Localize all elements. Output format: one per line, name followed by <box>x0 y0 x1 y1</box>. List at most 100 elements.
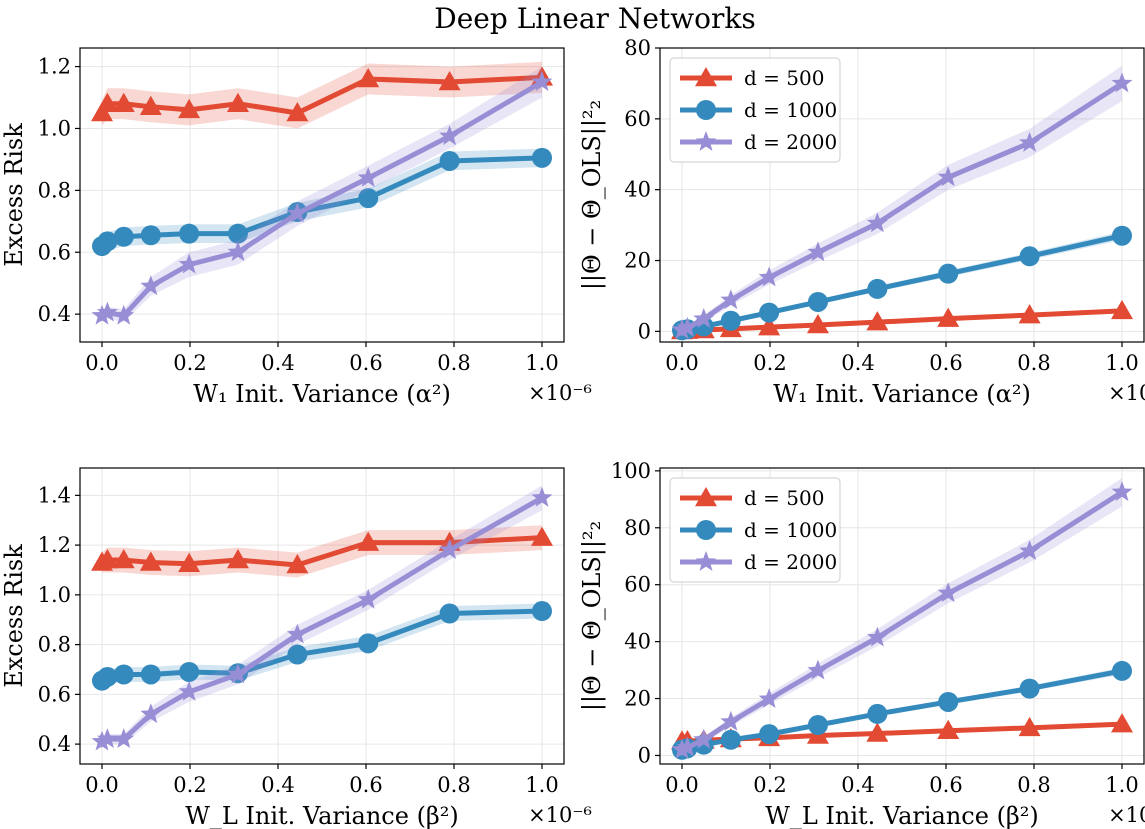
circle-marker <box>179 661 200 682</box>
circle-marker <box>140 664 161 685</box>
panel-top-left: 0.0 0.2 0.4 0.6 0.8 1.0 0.4 0.6 0.8 1.0 1.2 ×10⁻⁶ W₁… <box>0 47 592 408</box>
series-group <box>671 65 1133 341</box>
circle-marker <box>1112 225 1132 246</box>
plot-frame <box>79 47 565 343</box>
y-tick-label: 100 <box>611 459 651 483</box>
figure-title: Deep Linear Networks <box>434 2 755 35</box>
star-marker <box>113 304 135 325</box>
legend-label: d = 500 <box>744 486 824 510</box>
triangle-marker <box>695 487 717 507</box>
triangle-marker <box>357 67 380 88</box>
star-marker <box>91 304 113 325</box>
star-marker <box>720 289 742 310</box>
series-line <box>681 81 1124 333</box>
x-tick-label: 0.8 <box>437 351 470 375</box>
star-marker <box>937 582 959 603</box>
circle-marker <box>97 231 118 252</box>
y-tick-label: 80 <box>624 516 651 540</box>
y-tick-label: 0.6 <box>38 682 71 706</box>
triangle-marker <box>758 316 781 336</box>
series-group <box>671 477 1133 760</box>
circle-marker <box>1019 678 1040 699</box>
x-tick-label: 0.4 <box>841 351 874 375</box>
star-marker <box>178 253 200 274</box>
y-tick-label: 1.0 <box>38 583 71 607</box>
y-tick-label: 20 <box>624 687 651 711</box>
triangle-marker <box>96 92 119 112</box>
x-tick-label: 0.8 <box>437 773 470 797</box>
confidence-band <box>102 61 542 129</box>
circle-marker <box>1019 246 1040 267</box>
star-marker <box>531 71 553 91</box>
circle-marker <box>532 147 552 168</box>
x-axis-label: W_L Init. Variance (β²) <box>765 802 1039 829</box>
y-tick-label: 1.0 <box>38 116 71 140</box>
triangle-marker <box>286 554 309 574</box>
plot-frame <box>659 467 1145 765</box>
star-marker <box>227 241 249 262</box>
triangle-marker <box>286 101 309 122</box>
y-axis-label: Excess Risk <box>0 544 28 688</box>
circle-marker <box>439 603 460 624</box>
x-tick-label: 0.0 <box>665 351 698 375</box>
panel-top-right: 0.0 0.2 0.4 0.6 0.8 1.0 0 20 40 60 80 ×10⁻⁶ W₁ Init.… <box>578 36 1145 408</box>
triangle-marker <box>112 92 135 112</box>
circle-marker <box>807 715 828 736</box>
y-tick-label: 20 <box>624 249 651 273</box>
triangle-marker <box>226 92 249 112</box>
circle-marker <box>720 729 741 750</box>
x-tick-label: 0.4 <box>261 351 294 375</box>
confidence-band <box>682 477 1122 752</box>
triangle-marker <box>1111 299 1133 320</box>
triangle-marker <box>806 313 829 334</box>
series-group <box>91 61 553 325</box>
star-marker <box>91 730 113 751</box>
circle-marker <box>1112 660 1132 681</box>
series-line <box>100 79 544 319</box>
confidence-band <box>102 603 542 687</box>
star-marker <box>439 125 461 146</box>
star-marker <box>140 275 162 296</box>
panel-bottom-right: 0.0 0.2 0.4 0.6 0.8 1.0 0 20 40 60 80 100 ×10⁻⁶ W_L I… <box>578 459 1145 829</box>
y-tick-label: 60 <box>624 573 651 597</box>
circle-marker <box>179 223 200 244</box>
series-line <box>681 490 1124 753</box>
panel-bottom-left: 0.0 0.2 0.4 0.6 0.8 1.0 0.4 0.6 0.8 1.0 1.2 1.4 ×10⁻… <box>0 467 592 829</box>
circle-marker <box>720 310 741 331</box>
circle-marker <box>358 633 379 654</box>
circle-marker <box>867 703 888 724</box>
star-marker <box>695 551 717 571</box>
y-tick-label: 40 <box>624 178 651 202</box>
x-multiplier: ×10⁻⁶ <box>528 803 592 827</box>
triangle-marker <box>1018 716 1041 737</box>
series-line <box>681 308 1123 334</box>
x-tick-label: 0.8 <box>1017 351 1050 375</box>
circle-marker <box>113 664 134 685</box>
circle-marker <box>807 291 828 312</box>
legend-label: d = 1000 <box>744 518 837 542</box>
x-tick-label: 0.4 <box>261 773 294 797</box>
y-axis-label: ||Θ − Θ_OLS||²₂ <box>578 100 607 290</box>
star-marker <box>439 539 461 559</box>
x-tick-label: 1.0 <box>525 773 558 797</box>
star-marker <box>113 728 135 749</box>
triangle-marker <box>1018 304 1041 324</box>
triangle-marker <box>139 95 162 116</box>
x-tick-label: 0.6 <box>929 351 962 375</box>
y-tick-label: 1.4 <box>38 483 71 507</box>
x-multiplier: ×10⁻⁶ <box>1108 381 1145 405</box>
star-marker <box>671 738 693 759</box>
circle-marker <box>287 644 308 665</box>
circle-marker <box>867 278 888 299</box>
star-marker <box>357 166 379 187</box>
circle-marker <box>532 601 552 622</box>
circle-marker <box>696 100 716 120</box>
triangle-marker <box>531 526 553 546</box>
circle-marker <box>938 263 959 284</box>
triangle-marker <box>357 531 380 551</box>
star-marker <box>227 663 249 684</box>
x-tick-label: 0.6 <box>349 773 382 797</box>
x-tick-label: 0.2 <box>173 773 206 797</box>
x-tick-label: 0.6 <box>929 773 962 797</box>
